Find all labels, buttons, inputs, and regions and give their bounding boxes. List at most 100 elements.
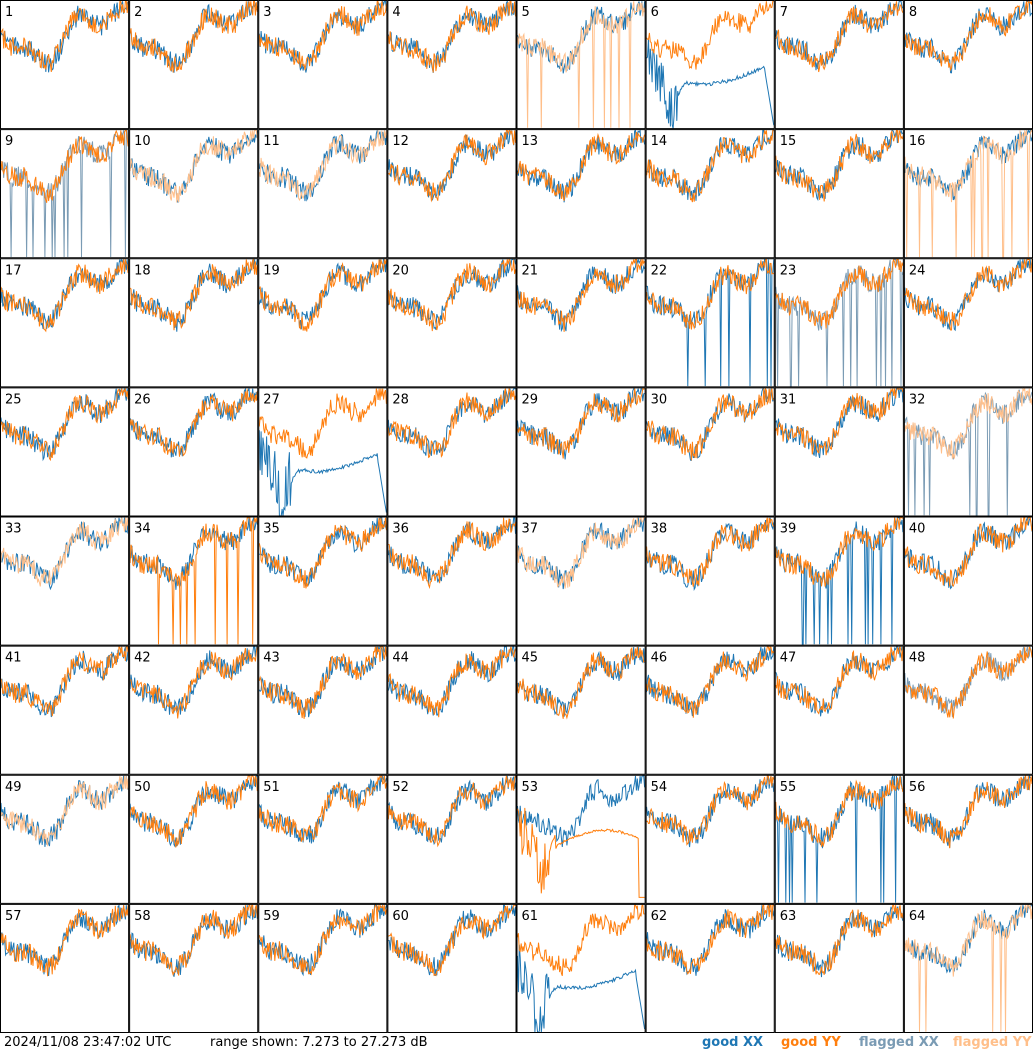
series-xx-22 [646,259,775,387]
panel-label-49: 49 [5,780,22,795]
panel-frame-49 [0,774,130,904]
series-yy-55 [775,775,904,848]
panel-frame-38 [645,516,775,646]
panel-61: 61 [516,903,646,1033]
panel-43: 43 [258,645,388,775]
series-yy-23 [775,257,904,329]
panel-label-19: 19 [263,263,280,278]
series-xx-39 [775,517,904,645]
panel-label-56: 56 [909,780,926,795]
panel-frame-61 [516,903,646,1033]
panel-label-5: 5 [522,5,530,20]
panel-label-57: 57 [5,909,22,924]
panel-label-50: 50 [134,780,151,795]
panel-12: 12 [387,129,517,259]
panel-label-3: 3 [263,5,271,20]
series-yy-64 [904,904,1033,1032]
panel-frame-19 [258,258,388,388]
panel-label-27: 27 [263,392,280,407]
panel-49: 49 [0,774,130,904]
series-yy-34 [129,517,258,645]
panel-label-38: 38 [651,522,668,537]
series-yy-52 [387,775,516,848]
panel-frame-3 [258,0,388,130]
panel-label-43: 43 [263,651,280,666]
panel-label-41: 41 [5,651,22,666]
panel-label-22: 22 [651,263,668,278]
panel-59: 59 [258,903,388,1033]
panel-53: 53 [516,774,646,904]
series-yy-18 [129,258,258,331]
panel-label-7: 7 [780,5,788,20]
series-yy-8 [904,0,1033,72]
series-yy-9 [0,129,129,203]
series-yy-19 [258,259,387,332]
series-yy-31 [775,388,904,456]
panel-label-61: 61 [522,909,539,924]
panel-label-36: 36 [392,522,409,537]
panel-51: 51 [258,774,388,904]
panel-3: 3 [258,0,388,130]
panel-frame-7 [774,0,904,130]
panel-frame-46 [645,645,775,775]
panel-35: 35 [258,516,388,646]
panel-frame-39 [774,516,904,646]
legend-good-xx-word: good [702,1035,739,1050]
panel-23: 23 [774,257,904,388]
series-xx-54 [646,775,775,848]
legend-flagged-xx-word: flagged [859,1035,915,1050]
panel-label-51: 51 [263,780,280,795]
series-yy-56 [904,774,1033,849]
panel-frame-42 [129,645,259,775]
panel-label-62: 62 [651,909,668,924]
legend-good-yy-pol: YY [822,1035,841,1050]
panel-label-30: 30 [651,392,668,407]
legend-good-xx-pol: XX [743,1035,764,1050]
panel-label-14: 14 [651,134,668,149]
series-yy-50 [129,775,258,848]
series-yy-40 [904,517,1033,587]
panel-label-1: 1 [5,5,13,20]
panel-39: 39 [774,516,904,646]
panel-label-45: 45 [522,651,539,666]
panel-label-35: 35 [263,522,280,537]
panel-20: 20 [387,258,517,388]
series-yy-46 [646,646,775,718]
panel-label-21: 21 [522,263,539,278]
series-yy-15 [775,129,904,202]
panel-frame-11 [258,129,388,259]
panel-frame-50 [129,774,259,904]
series-yy-60 [388,904,516,977]
panel-label-37: 37 [522,522,539,537]
panel-label-31: 31 [780,392,797,407]
panel-label-32: 32 [909,392,926,407]
series-yy-37 [517,517,645,589]
panel-frame-58 [129,903,259,1033]
series-yy-63 [775,904,904,976]
panel-label-48: 48 [909,651,926,666]
panel-frame-51 [258,774,388,904]
panel-label-17: 17 [5,263,22,278]
panel-frame-55 [774,774,904,904]
panel-48: 48 [903,645,1033,775]
series-yy-12 [387,129,516,203]
panel-label-9: 9 [5,134,13,149]
panel-47: 47 [774,645,904,775]
series-yy-26 [129,389,258,457]
series-yy-42 [130,646,258,719]
panel-frame-53 [516,774,646,904]
panel-18: 18 [129,258,259,388]
panel-2: 2 [129,0,259,130]
series-yy-57 [0,905,129,977]
panel-26: 26 [129,386,259,517]
panel-21: 21 [516,257,646,388]
series-yy-35 [258,517,387,589]
series-yy-45 [517,646,645,720]
legend-flagged-xx: flagged XX [859,1035,939,1050]
panel-frame-23 [774,258,904,388]
panel-label-33: 33 [5,522,22,537]
legend-good-yy-word: good [781,1035,818,1050]
panel-11: 11 [258,129,388,259]
panel-label-52: 52 [392,780,409,795]
panel-label-34: 34 [134,522,151,537]
